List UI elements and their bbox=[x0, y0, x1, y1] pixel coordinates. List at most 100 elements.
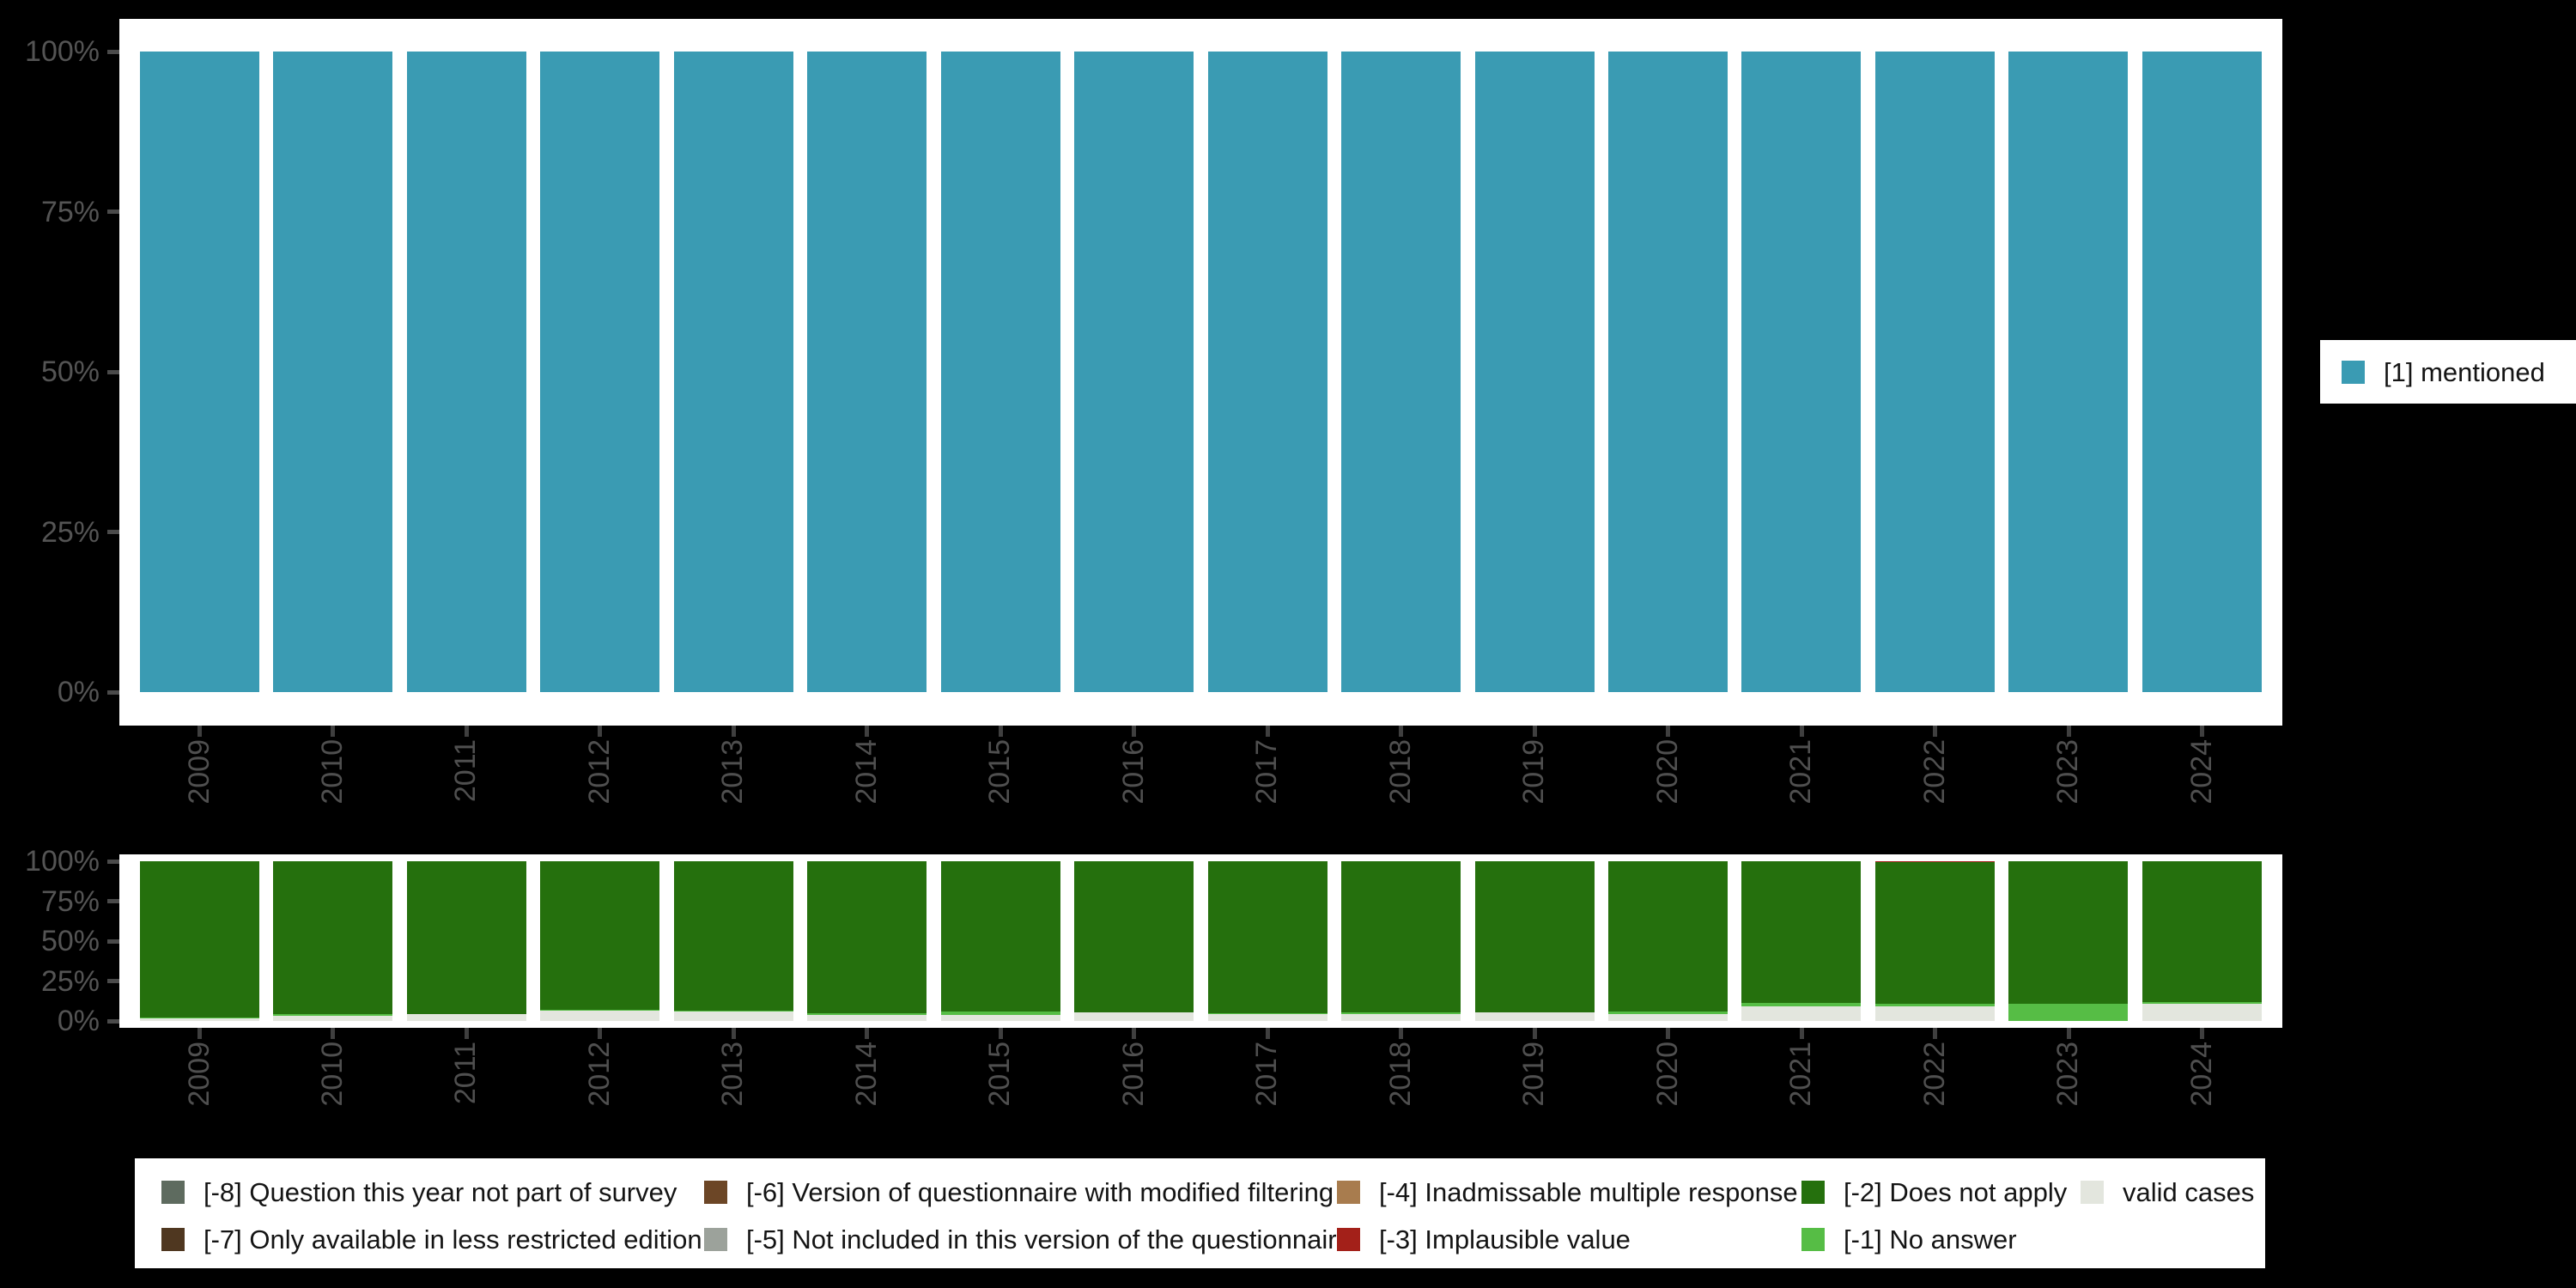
x-tick-mark bbox=[865, 726, 870, 737]
y-tick-label: 50% bbox=[40, 355, 100, 388]
bar-segment bbox=[540, 1009, 660, 1011]
x-tick-label-2016: 2016 bbox=[1116, 739, 1150, 805]
bar-2014 bbox=[807, 52, 927, 692]
bar-2023 bbox=[2008, 861, 2129, 1021]
x-tick-label-2017: 2017 bbox=[1250, 739, 1284, 805]
y-tick: 75% bbox=[41, 886, 119, 917]
bar-segment bbox=[940, 52, 1060, 692]
x-tick-mark bbox=[2066, 726, 2071, 737]
bar-2016 bbox=[1074, 861, 1194, 1021]
bar-segment bbox=[1741, 1006, 1862, 1021]
x-tick-mark bbox=[2066, 1028, 2071, 1039]
bar-2018 bbox=[1341, 52, 1461, 692]
y-tick-mark bbox=[107, 210, 119, 214]
x-tick-mark bbox=[1399, 726, 1404, 737]
x-tick-label-2016: 2016 bbox=[1116, 1042, 1150, 1107]
x-tick-mark bbox=[598, 1028, 603, 1039]
legend-swatch-icon bbox=[1337, 1181, 1360, 1204]
bar-segment bbox=[2008, 52, 2129, 692]
legend-label: [-1] No answer bbox=[1844, 1224, 2017, 1255]
legend-item: [-2] Does not apply bbox=[1801, 1179, 2081, 1206]
y-tick: 50% bbox=[41, 926, 119, 957]
legend-label: valid cases bbox=[2123, 1177, 2255, 1207]
y-tick: 25% bbox=[41, 966, 119, 997]
bar-2015 bbox=[940, 52, 1060, 692]
bar-segment bbox=[1074, 1012, 1194, 1021]
bar-segment bbox=[673, 52, 793, 692]
bar-segment bbox=[1607, 861, 1728, 1012]
legend-swatch-icon bbox=[704, 1181, 727, 1204]
y-tick: 0% bbox=[58, 677, 119, 708]
missing-codes-chart-bars bbox=[140, 861, 2262, 1021]
legend-swatch-icon bbox=[2342, 360, 2365, 384]
bar-segment bbox=[1341, 1014, 1461, 1021]
bar-segment bbox=[406, 861, 526, 1014]
bar-segment bbox=[940, 1014, 1060, 1021]
bar-segment bbox=[140, 861, 259, 1018]
bar-2019 bbox=[1474, 861, 1595, 1021]
x-tick-mark bbox=[1399, 1028, 1404, 1039]
x-tick-mark bbox=[1265, 726, 1270, 737]
x-tick-mark bbox=[865, 1028, 870, 1039]
mentioned-chart-bars bbox=[140, 52, 2262, 692]
bar-segment bbox=[1474, 861, 1595, 1012]
bar-segment bbox=[1874, 1006, 1995, 1021]
bar-segment bbox=[1474, 1012, 1595, 1013]
bar-2012 bbox=[540, 52, 660, 692]
x-tick-label-2020: 2020 bbox=[1650, 1042, 1684, 1107]
bar-segment bbox=[273, 861, 393, 1014]
y-tick-mark bbox=[107, 49, 119, 54]
bar-2011 bbox=[406, 52, 526, 692]
bar-segment bbox=[1607, 1013, 1728, 1021]
legend-label: [-3] Implausible value bbox=[1379, 1224, 1631, 1255]
x-tick-mark bbox=[197, 726, 202, 737]
bar-segment bbox=[2142, 861, 2262, 1002]
legend-swatch-icon bbox=[2081, 1181, 2104, 1204]
missing-codes-chart-plot-area bbox=[119, 854, 2282, 1028]
y-tick: 75% bbox=[41, 197, 119, 228]
bar-segment bbox=[1074, 52, 1194, 692]
legend-label: [-7] Only available in less restricted e… bbox=[204, 1224, 702, 1255]
x-tick-mark bbox=[731, 1028, 736, 1039]
x-tick-label-2013: 2013 bbox=[716, 739, 750, 805]
bar-segment bbox=[673, 861, 793, 1011]
bar-2017 bbox=[1207, 52, 1327, 692]
bar-segment bbox=[1074, 1012, 1194, 1013]
bar-2021 bbox=[1741, 861, 1862, 1021]
bar-segment bbox=[2142, 1004, 2262, 1021]
bar-segment bbox=[2142, 52, 2262, 692]
bar-segment bbox=[673, 1010, 793, 1012]
x-tick-label-2011: 2011 bbox=[449, 739, 483, 803]
y-tick-mark bbox=[107, 939, 119, 944]
x-tick-label-2012: 2012 bbox=[582, 739, 616, 805]
x-tick-mark bbox=[1265, 1028, 1270, 1039]
y-tick-mark bbox=[107, 899, 119, 903]
legend-item: [-1] No answer bbox=[1801, 1226, 2081, 1253]
legend-item: [-3] Implausible value bbox=[1337, 1226, 1801, 1253]
bar-segment bbox=[1074, 861, 1194, 1012]
bar-2013 bbox=[673, 861, 793, 1021]
x-tick-label-2021: 2021 bbox=[1784, 1042, 1818, 1107]
bar-segment bbox=[2008, 1003, 2129, 1021]
y-tick-label: 75% bbox=[40, 884, 100, 918]
y-tick-label: 50% bbox=[40, 925, 100, 957]
legend-label: [1] mentioned bbox=[2384, 356, 2545, 387]
bar-segment bbox=[1874, 1004, 1995, 1007]
legend-label: [-8] Question this year not part of surv… bbox=[204, 1177, 677, 1207]
x-tick-mark bbox=[1132, 726, 1137, 737]
bar-2012 bbox=[540, 861, 660, 1021]
x-tick-label-2018: 2018 bbox=[1383, 739, 1417, 805]
x-tick-mark bbox=[331, 1028, 336, 1039]
bar-2016 bbox=[1074, 52, 1194, 692]
legend-swatch-icon bbox=[161, 1228, 185, 1251]
y-tick-label: 25% bbox=[40, 515, 100, 549]
bar-segment bbox=[807, 52, 927, 692]
bar-2017 bbox=[1207, 861, 1327, 1021]
legend-swatch-icon bbox=[1337, 1228, 1360, 1251]
x-tick-mark bbox=[1666, 726, 1671, 737]
bar-segment bbox=[540, 1010, 660, 1021]
bar-segment bbox=[140, 1018, 259, 1021]
bar-segment bbox=[2142, 1001, 2262, 1005]
x-tick-mark bbox=[1933, 726, 1938, 737]
bar-2020 bbox=[1607, 52, 1728, 692]
